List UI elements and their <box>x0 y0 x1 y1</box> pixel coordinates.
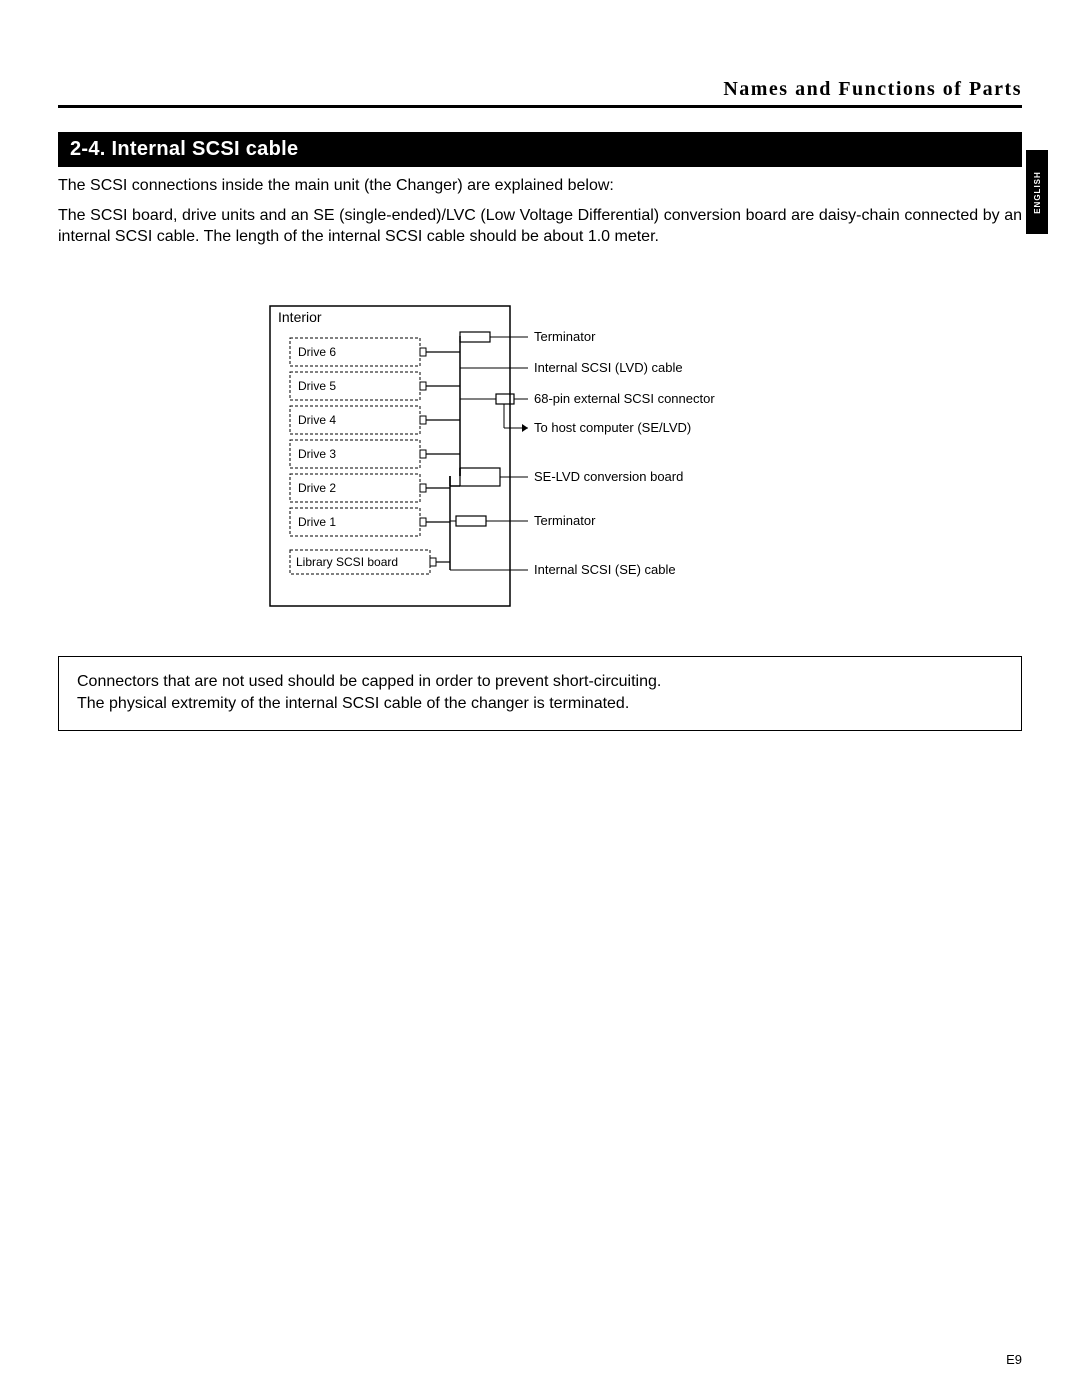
svg-text:Drive 5: Drive 5 <box>298 379 336 393</box>
svg-text:Drive 4: Drive 4 <box>298 413 336 427</box>
note-line-1: Connectors that are not used should be c… <box>77 671 1003 693</box>
language-tab-label: ENGLISH <box>1033 171 1042 214</box>
scsi-diagram: Interior Drive 6 Drive 5 Drive 4 Drive 3 Dri… <box>260 298 820 618</box>
page: Names and Functions of Parts ENGLISH 2-4… <box>0 0 1080 1397</box>
note-box: Connectors that are not used should be c… <box>58 656 1022 731</box>
page-number: E9 <box>1006 1352 1022 1367</box>
svg-text:SE-LVD conversion board: SE-LVD conversion board <box>534 469 683 484</box>
svg-text:Drive 3: Drive 3 <box>298 447 336 461</box>
language-tab: ENGLISH <box>1026 150 1048 234</box>
running-header: Names and Functions of Parts <box>58 78 1022 108</box>
svg-text:Drive 2: Drive 2 <box>298 481 336 495</box>
svg-text:Internal SCSI (LVD) cable: Internal SCSI (LVD) cable <box>534 360 683 375</box>
svg-text:Terminator: Terminator <box>534 513 596 528</box>
svg-text:Drive 1: Drive 1 <box>298 515 336 529</box>
svg-text:To host computer (SE/LVD): To host computer (SE/LVD) <box>534 420 691 435</box>
svg-text:Drive 6: Drive 6 <box>298 345 336 359</box>
diagram-container: Interior Drive 6 Drive 5 Drive 4 Drive 3 Dri… <box>58 298 1022 618</box>
paragraph-1: The SCSI connections inside the main uni… <box>58 175 1022 197</box>
svg-text:Interior: Interior <box>278 309 322 325</box>
svg-text:Terminator: Terminator <box>534 329 596 344</box>
section-title-bar: 2-4. Internal SCSI cable <box>58 132 1022 167</box>
note-line-2: The physical extremity of the internal S… <box>77 693 1003 715</box>
paragraph-2: The SCSI board, drive units and an SE (s… <box>58 205 1022 248</box>
svg-text:Library SCSI board: Library SCSI board <box>296 555 398 569</box>
svg-text:Internal SCSI (SE) cable: Internal SCSI (SE) cable <box>534 562 676 577</box>
svg-text:68-pin external SCSI connector: 68-pin external SCSI connector <box>534 391 715 406</box>
